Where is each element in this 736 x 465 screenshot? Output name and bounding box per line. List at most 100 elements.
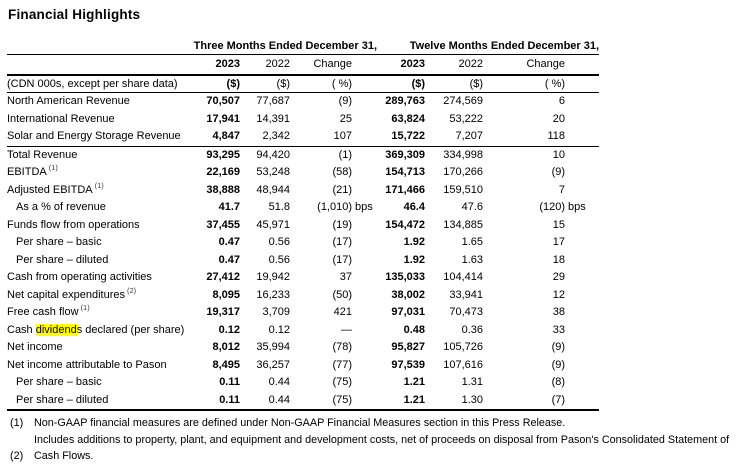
units-row-label: (CDN 000s, except per share data) bbox=[7, 75, 193, 93]
value-cell: 45,971 bbox=[256, 218, 290, 231]
footnote-marker-sup: (1) bbox=[94, 180, 104, 190]
cell-value: (75) bbox=[332, 393, 353, 406]
group-header-spacer bbox=[7, 37, 193, 55]
search-highlight: dividend bbox=[35, 323, 77, 336]
value-cell: 1.92 bbox=[403, 253, 426, 266]
units-q-2022: ($) bbox=[240, 75, 290, 93]
change-cell: 10 bbox=[483, 145, 600, 164]
change-value-wrap: (1) bbox=[290, 147, 377, 165]
row-label: Net income attributable to Pason bbox=[7, 358, 167, 371]
table-row: Total Revenue 93,295 94,420 (1) 369,309 334,9… bbox=[7, 145, 600, 165]
value-cell: 274,569 bbox=[443, 95, 484, 107]
year-header-row: 2023 2022 Change 2023 2022 Change bbox=[7, 54, 600, 76]
units-q-change-label: ( %) bbox=[331, 78, 353, 90]
value-cell: 135,033 bbox=[385, 271, 426, 283]
cell-value: (17) bbox=[332, 253, 353, 266]
table-row: As a % of revenue 41.7 51.8 (1,010) bps 46.4 4… bbox=[7, 199, 599, 217]
value-cell: 53,248 bbox=[256, 166, 290, 178]
bps-suffix-slot: bps bbox=[568, 201, 586, 213]
col-header-y-change: Change bbox=[483, 54, 600, 76]
value-cell: 170,266 bbox=[443, 166, 484, 178]
change-value-wrap: 29 bbox=[483, 269, 599, 287]
value-cell: 0.44 bbox=[268, 393, 290, 406]
table-row: Net capital expenditures (2) 8,095 16,233 (5… bbox=[7, 287, 599, 305]
units-q-change: ( %) bbox=[290, 75, 378, 93]
footnote-line: (1) Non-GAAP financial measures are defi… bbox=[10, 415, 728, 432]
value-cell: 70,507 bbox=[206, 95, 240, 107]
col-header-y-2023: 2023 bbox=[377, 54, 426, 76]
units-y-2022: ($) bbox=[425, 75, 484, 93]
value-cell: 1.31 bbox=[461, 376, 484, 388]
change-cell: 107 bbox=[290, 128, 377, 146]
footnote-marker bbox=[10, 432, 34, 449]
value-cell: 19,942 bbox=[256, 271, 290, 283]
row-label: International Revenue bbox=[7, 112, 115, 125]
value-cell: 334,998 bbox=[425, 145, 484, 164]
change-cell: (1) bbox=[290, 145, 378, 165]
value-cell: 38,002 bbox=[391, 288, 426, 301]
cell-value: (17) bbox=[332, 236, 353, 248]
change-value-wrap: (8) bbox=[483, 374, 599, 392]
value-cell: 19,317 bbox=[206, 306, 240, 318]
table-row: Cash dividends declared (per share) 0.12 0… bbox=[7, 322, 599, 340]
cell-value: 37 bbox=[339, 271, 353, 283]
table-row: Free cash flow (1) 19,317 3,709 421 97,031 70,… bbox=[7, 304, 599, 322]
value-cell: 104,414 bbox=[443, 271, 484, 283]
col-header-q-2023: 2023 bbox=[193, 54, 240, 76]
page-title: Financial Highlights bbox=[8, 7, 141, 22]
change-cell: 7 bbox=[483, 182, 599, 200]
row-label: Solar and Energy Storage Revenue bbox=[7, 130, 181, 142]
change-value-wrap: 7 bbox=[483, 182, 599, 200]
cell-value: (78) bbox=[332, 341, 353, 353]
change-value-wrap: (17) bbox=[290, 234, 377, 252]
value-cell: 36,257 bbox=[256, 358, 290, 371]
cell-value: (77) bbox=[332, 358, 353, 371]
value-cell: 1.92 bbox=[403, 236, 426, 248]
cell-value: (9) bbox=[551, 358, 566, 371]
value-cell: 8,495 bbox=[212, 358, 240, 371]
table-row: Cash from operating activities 27,412 19,9… bbox=[7, 269, 599, 287]
table-row: Net income 8,012 35,994 (78) 95,827 105,726 (9… bbox=[7, 339, 599, 357]
table-row: Per share – diluted 0.47 0.56 (17) 1.92 1.63 1… bbox=[7, 252, 599, 270]
cell-value: (1,010) bbox=[317, 201, 353, 213]
value-cell: 171,466 bbox=[385, 183, 426, 196]
change-cell: 15 bbox=[483, 217, 599, 235]
value-cell: 0.44 bbox=[268, 376, 290, 388]
change-value-wrap: (17) bbox=[290, 252, 377, 270]
change-cell: (1,010) bps bbox=[290, 199, 377, 217]
change-cell: 17 bbox=[483, 234, 599, 252]
change-value-wrap: 6 bbox=[483, 93, 599, 111]
value-cell: 95,827 bbox=[391, 341, 426, 353]
value-cell: 0.12 bbox=[218, 323, 240, 336]
change-cell: (9) bbox=[483, 164, 599, 182]
footnote-marker-sup: (2) bbox=[127, 285, 137, 295]
cell-value: 12 bbox=[552, 288, 566, 301]
table-row: Per share – basic 0.11 0.44 (75) 1.21 1.31 (8) bbox=[7, 374, 599, 392]
cell-value: (8) bbox=[551, 376, 566, 388]
col-header-q-change: Change bbox=[290, 54, 378, 76]
units-q-2023: ($) bbox=[193, 75, 240, 93]
row-label: Per share – diluted bbox=[16, 253, 109, 266]
col-header-y-2022: 2022 bbox=[425, 54, 484, 76]
value-cell: 53,222 bbox=[449, 112, 484, 125]
value-cell: 27,412 bbox=[206, 271, 240, 283]
table-row: Net income attributable to Pason 8,495 36,… bbox=[7, 357, 599, 375]
value-cell: 0.48 bbox=[403, 323, 426, 336]
change-value-wrap: 25 bbox=[290, 111, 377, 129]
cell-value: (58) bbox=[332, 166, 353, 178]
value-cell: 7,207 bbox=[455, 130, 484, 142]
units-y-2023: ($) bbox=[377, 75, 426, 93]
change-value-wrap: (75) bbox=[290, 374, 377, 392]
change-value-wrap: (19) bbox=[290, 217, 377, 235]
cell-value: (120) bbox=[539, 201, 566, 213]
cell-value: (7) bbox=[551, 393, 566, 406]
change-cell: 12 bbox=[483, 287, 599, 305]
value-cell: 105,726 bbox=[443, 341, 484, 353]
cell-value: (1) bbox=[338, 148, 353, 161]
value-cell: 4,847 bbox=[212, 130, 240, 142]
value-cell: 77,687 bbox=[256, 95, 290, 107]
value-cell: 37,455 bbox=[206, 218, 240, 231]
change-value-wrap: (9) bbox=[483, 339, 599, 357]
change-cell: (75) bbox=[290, 392, 377, 411]
change-cell: (17) bbox=[290, 252, 377, 270]
